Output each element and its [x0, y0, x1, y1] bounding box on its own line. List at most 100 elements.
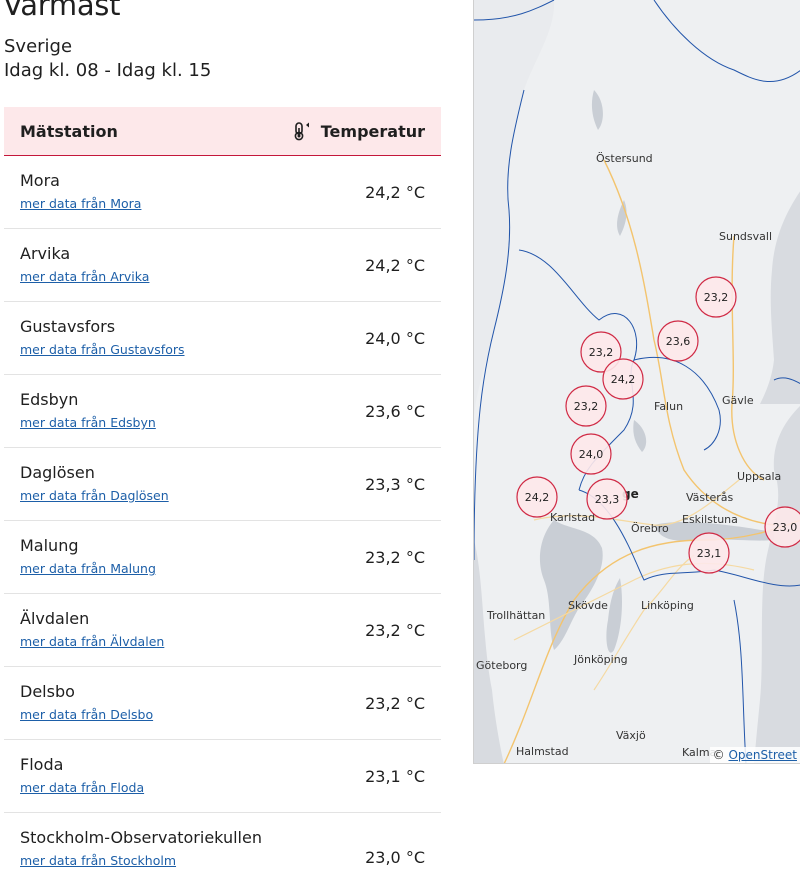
station-name: Malung — [20, 536, 79, 555]
city-label: Karlstad — [550, 511, 595, 524]
temperature-marker[interactable]: 24,0 — [570, 433, 612, 475]
station-cell: Delsbo mer data från Delsbo — [20, 680, 153, 726]
temperature-marker[interactable]: 23,2 — [695, 276, 737, 318]
city-label: Falun — [654, 400, 683, 413]
temperature-value: 23,2 °C — [365, 693, 425, 713]
osm-link[interactable]: OpenStreet — [728, 748, 797, 762]
temperature-value: 23,6 °C — [365, 401, 425, 421]
city-label: Örebro — [631, 522, 669, 535]
station-data-link[interactable]: mer data från Edsbyn — [20, 415, 156, 430]
lake-small-3 — [633, 420, 647, 452]
temperature-marker[interactable]: 23,1 — [688, 532, 730, 574]
road-4 — [533, 479, 740, 526]
marker-value: 24,2 — [611, 373, 636, 386]
city-label: Göteborg — [476, 659, 527, 672]
table-row: Edsbyn mer data från Edsbyn 23,6 °C — [4, 375, 441, 448]
road-3 — [731, 235, 765, 481]
marker-value: 23,0 — [773, 521, 798, 534]
station-data-link[interactable]: mer data från Malung — [20, 561, 156, 576]
city-label: Västerås — [686, 491, 733, 504]
marker-circle — [516, 476, 558, 518]
column-header-temperature-wrap[interactable]: Temperatur — [291, 121, 425, 141]
marker-value: 23,2 — [704, 291, 729, 304]
marker-circle — [695, 276, 737, 318]
table-row: Älvdalen mer data från Älvdalen 23,2 °C — [4, 594, 441, 667]
lake-small-1 — [617, 200, 627, 236]
city-label: Östersund — [596, 152, 653, 165]
city-label: Uppsala — [737, 470, 781, 483]
station-cell: Gustavsfors mer data från Gustavsfors — [20, 315, 185, 361]
station-name: Älvdalen — [20, 609, 90, 628]
table-row: Arvika mer data från Arvika 24,2 °C — [4, 229, 441, 302]
city-label: Skövde — [568, 599, 608, 612]
marker-value: 23,2 — [574, 400, 599, 413]
table-row: Floda mer data från Floda 23,1 °C — [4, 740, 441, 813]
county-border-3 — [633, 356, 721, 451]
county-border-4 — [578, 489, 800, 587]
map-attribution: © OpenStreet — [709, 747, 800, 763]
station-data-link[interactable]: mer data från Mora — [20, 196, 142, 211]
station-data-link[interactable]: mer data från Stockholm — [20, 853, 177, 868]
station-data-link[interactable]: mer data från Gustavsfors — [20, 342, 185, 357]
city-label: Trollhättan — [486, 609, 545, 622]
station-data-link[interactable]: mer data från Floda — [20, 780, 145, 795]
station-data-link[interactable]: mer data från Delsbo — [20, 707, 154, 722]
temperature-value: 23,1 °C — [365, 766, 425, 786]
marker-value: 23,3 — [595, 493, 620, 506]
marker-circle — [657, 320, 699, 362]
temperature-value: 23,0 °C — [365, 848, 425, 867]
lake-small-2 — [591, 90, 603, 130]
temperature-marker[interactable]: 24,2 — [602, 358, 644, 400]
city-label: Eskilstuna — [682, 513, 738, 526]
city-label: Sundsvall — [719, 230, 772, 243]
station-cell: Stockholm-Observatoriekullen mer data frå… — [20, 826, 262, 872]
marker-circle — [580, 331, 622, 373]
station-data-link[interactable]: mer data från Daglösen — [20, 488, 169, 503]
station-name: Daglösen — [20, 463, 95, 482]
table-header: Mätstation Temperatur — [4, 107, 441, 156]
station-data-link[interactable]: mer data från Arvika — [20, 269, 150, 284]
thermometer-icon — [294, 122, 309, 141]
temperature-value: 23,3 °C — [365, 474, 425, 494]
city-label: Linköping — [641, 599, 694, 612]
station-name: Gustavsfors — [20, 317, 116, 336]
city-label: Gävle — [722, 394, 754, 407]
page-title: Varmast — [3, 0, 121, 22]
temperature-marker[interactable]: 23,6 — [657, 320, 699, 362]
map[interactable]: Östersund Sundsvall Falun Gävle Uppsala Väste… — [473, 0, 800, 764]
temperature-value: 24,2 °C — [365, 255, 425, 275]
marker-value: 23,2 — [589, 346, 614, 359]
temperature-marker[interactable]: 23,0 — [764, 506, 800, 548]
temperature-marker[interactable]: 23,3 — [586, 478, 628, 520]
city-label: Växjö — [616, 729, 646, 742]
lake-vattern — [606, 578, 622, 653]
border-norway — [474, 89, 525, 561]
kattegat-area — [474, 540, 504, 763]
county-border-2 — [653, 0, 800, 83]
marker-value: 24,0 — [579, 448, 604, 461]
marker-circle — [764, 506, 800, 548]
temperature-marker[interactable]: 23,2 — [580, 331, 622, 373]
station-name: Delsbo — [20, 682, 75, 701]
attribution-symbol: © — [712, 748, 725, 762]
temperature-marker[interactable]: 24,2 — [516, 476, 558, 518]
station-data-link[interactable]: mer data från Älvdalen — [20, 634, 165, 649]
marker-circle — [688, 532, 730, 574]
time-range-label: Idag kl. 08 - Idag kl. 15 — [4, 60, 212, 81]
norway-area — [474, 0, 555, 420]
map-canvas[interactable]: Östersund Sundsvall Falun Gävle Uppsala Väste… — [474, 0, 800, 764]
marker-circle — [602, 358, 644, 400]
road-6 — [593, 554, 695, 691]
marker-value: 23,6 — [666, 335, 691, 348]
table-row: Delsbo mer data från Delsbo 23,2 °C — [4, 667, 441, 740]
temperature-marker[interactable]: 23,2 — [565, 385, 607, 427]
station-cell: Floda mer data från Floda — [20, 753, 144, 799]
station-cell: Älvdalen mer data från Älvdalen — [20, 607, 164, 653]
road-1 — [503, 519, 800, 763]
table-row: Stockholm-Observatoriekullen mer data frå… — [4, 813, 441, 880]
baltic-sea-area — [754, 406, 800, 763]
column-header-station[interactable]: Mätstation — [20, 121, 118, 141]
station-cell: Malung mer data från Malung — [20, 534, 156, 580]
station-name: Mora — [20, 171, 60, 190]
border-norway-north — [474, 0, 555, 21]
